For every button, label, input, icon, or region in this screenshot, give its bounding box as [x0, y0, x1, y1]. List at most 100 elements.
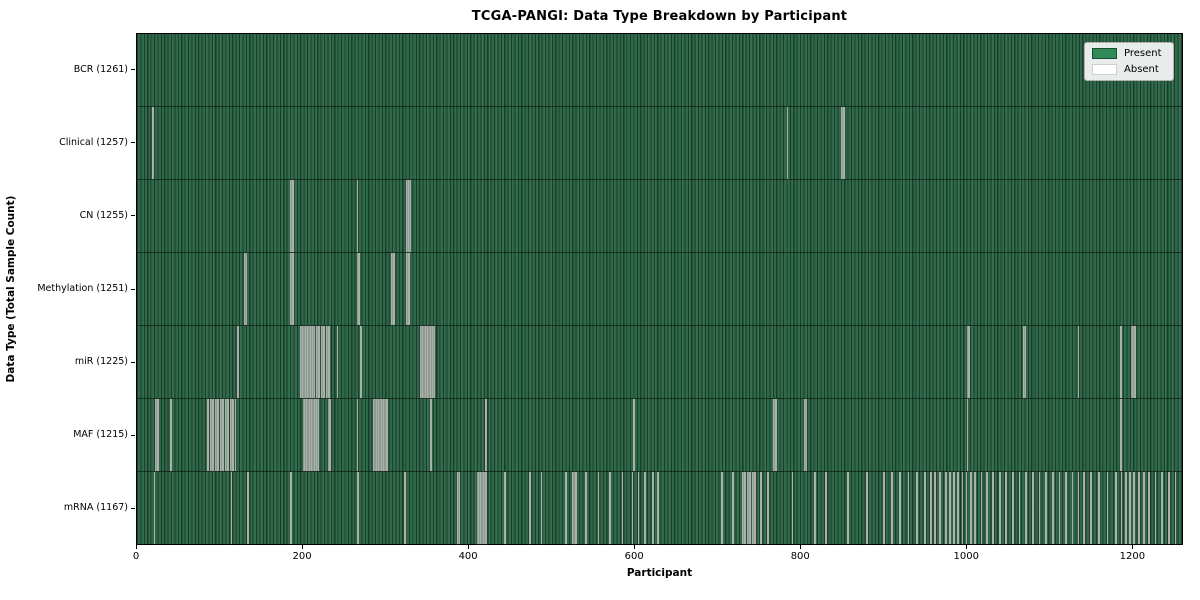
absent-mark — [306, 326, 309, 398]
absent-mark — [320, 326, 323, 398]
absent-mark — [637, 472, 640, 544]
absent-mark — [969, 472, 972, 544]
absent-mark — [1045, 472, 1047, 544]
y-tick-mark — [131, 361, 135, 363]
y-tick-label-bcr: BCR (1261) — [73, 63, 128, 75]
absent-mark — [644, 472, 646, 544]
absent-mark — [1106, 472, 1109, 544]
absent-mark — [847, 472, 849, 544]
absent-mark — [384, 399, 387, 471]
absent-mark — [657, 472, 660, 544]
absent-swatch-icon — [1092, 64, 1117, 75]
absent-mark — [230, 472, 233, 544]
absent-mark — [575, 472, 578, 544]
absent-mark — [986, 472, 989, 544]
x-tick-mark — [966, 545, 968, 549]
absent-mark — [329, 399, 331, 471]
absent-mark — [1022, 326, 1025, 398]
absent-mark — [1051, 472, 1054, 544]
absent-mark — [882, 472, 885, 544]
absent-mark — [430, 326, 433, 398]
x-tick-mark — [634, 545, 636, 549]
absent-mark — [207, 399, 210, 471]
absent-mark — [307, 399, 310, 471]
x-tick-mark — [136, 545, 137, 549]
absent-mark — [217, 399, 220, 471]
absent-mark — [998, 472, 1001, 544]
absent-mark — [229, 399, 232, 471]
absent-mark — [386, 399, 389, 471]
absent-mark — [732, 472, 734, 544]
absent-mark — [433, 326, 436, 398]
absent-mark — [234, 399, 237, 471]
absent-mark — [374, 399, 377, 471]
x-axis-title: Participant — [626, 567, 693, 579]
absent-mark — [766, 472, 769, 544]
absent-mark — [573, 472, 576, 544]
y-tick-label-clinical: Clinical (1257) — [59, 136, 128, 148]
x-tick-mark — [1132, 545, 1134, 549]
y-tick-mark — [131, 507, 135, 509]
absent-mark — [170, 399, 172, 471]
absent-mark — [224, 399, 227, 471]
absent-mark — [633, 399, 636, 471]
absent-mark — [749, 472, 752, 544]
absent-mark — [155, 399, 157, 471]
absent-mark — [866, 472, 868, 544]
x-tick-mark — [468, 545, 470, 549]
y-tick-label-cn: CN (1255) — [79, 209, 128, 221]
absent-mark — [383, 399, 385, 471]
absent-mark — [310, 326, 312, 398]
absent-mark — [1098, 472, 1100, 544]
absent-mark — [409, 180, 412, 252]
absent-mark — [585, 472, 588, 544]
absent-mark — [308, 326, 311, 398]
absent-mark — [1071, 472, 1074, 544]
y-tick-label-methylation: Methylation (1251) — [37, 283, 128, 294]
absent-mark — [303, 326, 306, 398]
absent-mark — [359, 326, 362, 398]
heatmap-row-bcr — [137, 34, 1182, 107]
absent-mark — [1018, 472, 1021, 544]
absent-mark — [311, 326, 314, 398]
absent-mark — [406, 253, 409, 325]
absent-mark — [621, 472, 624, 544]
absent-mark — [478, 472, 481, 544]
absent-mark — [804, 399, 806, 471]
absent-mark — [1025, 472, 1028, 544]
absent-mark — [609, 472, 612, 544]
x-tick-mark — [800, 545, 802, 549]
absent-mark — [151, 107, 154, 179]
absent-mark — [485, 399, 487, 471]
absent-mark — [1133, 472, 1135, 544]
absent-mark — [1148, 472, 1150, 544]
absent-mark — [291, 180, 294, 252]
absent-mark — [961, 472, 964, 544]
absent-mark — [791, 472, 794, 544]
absent-mark — [247, 472, 249, 544]
absent-mark — [357, 472, 360, 544]
absent-mark — [378, 399, 380, 471]
absent-mark — [572, 472, 574, 544]
legend-label-absent: Absent — [1124, 64, 1159, 75]
absent-mark — [379, 399, 382, 471]
absent-mark — [631, 472, 634, 544]
absent-mark — [754, 472, 757, 544]
absent-mark — [376, 399, 379, 471]
absent-mark — [597, 472, 600, 544]
absent-mark — [243, 253, 246, 325]
absent-mark — [290, 472, 292, 544]
absent-mark — [227, 399, 230, 471]
absent-mark — [1174, 472, 1177, 544]
absent-mark — [314, 399, 317, 471]
absent-mark — [485, 472, 487, 544]
chart-title: TCGA-PANGI: Data Type Breakdown by Parti… — [471, 9, 848, 24]
absent-mark — [1143, 472, 1145, 544]
absent-mark — [422, 326, 424, 398]
x-tick-label: 200 — [292, 551, 312, 562]
absent-mark — [973, 472, 976, 544]
absent-mark — [652, 472, 655, 544]
absent-mark — [245, 253, 248, 325]
absent-mark — [966, 399, 969, 471]
absent-mark — [1024, 326, 1027, 398]
